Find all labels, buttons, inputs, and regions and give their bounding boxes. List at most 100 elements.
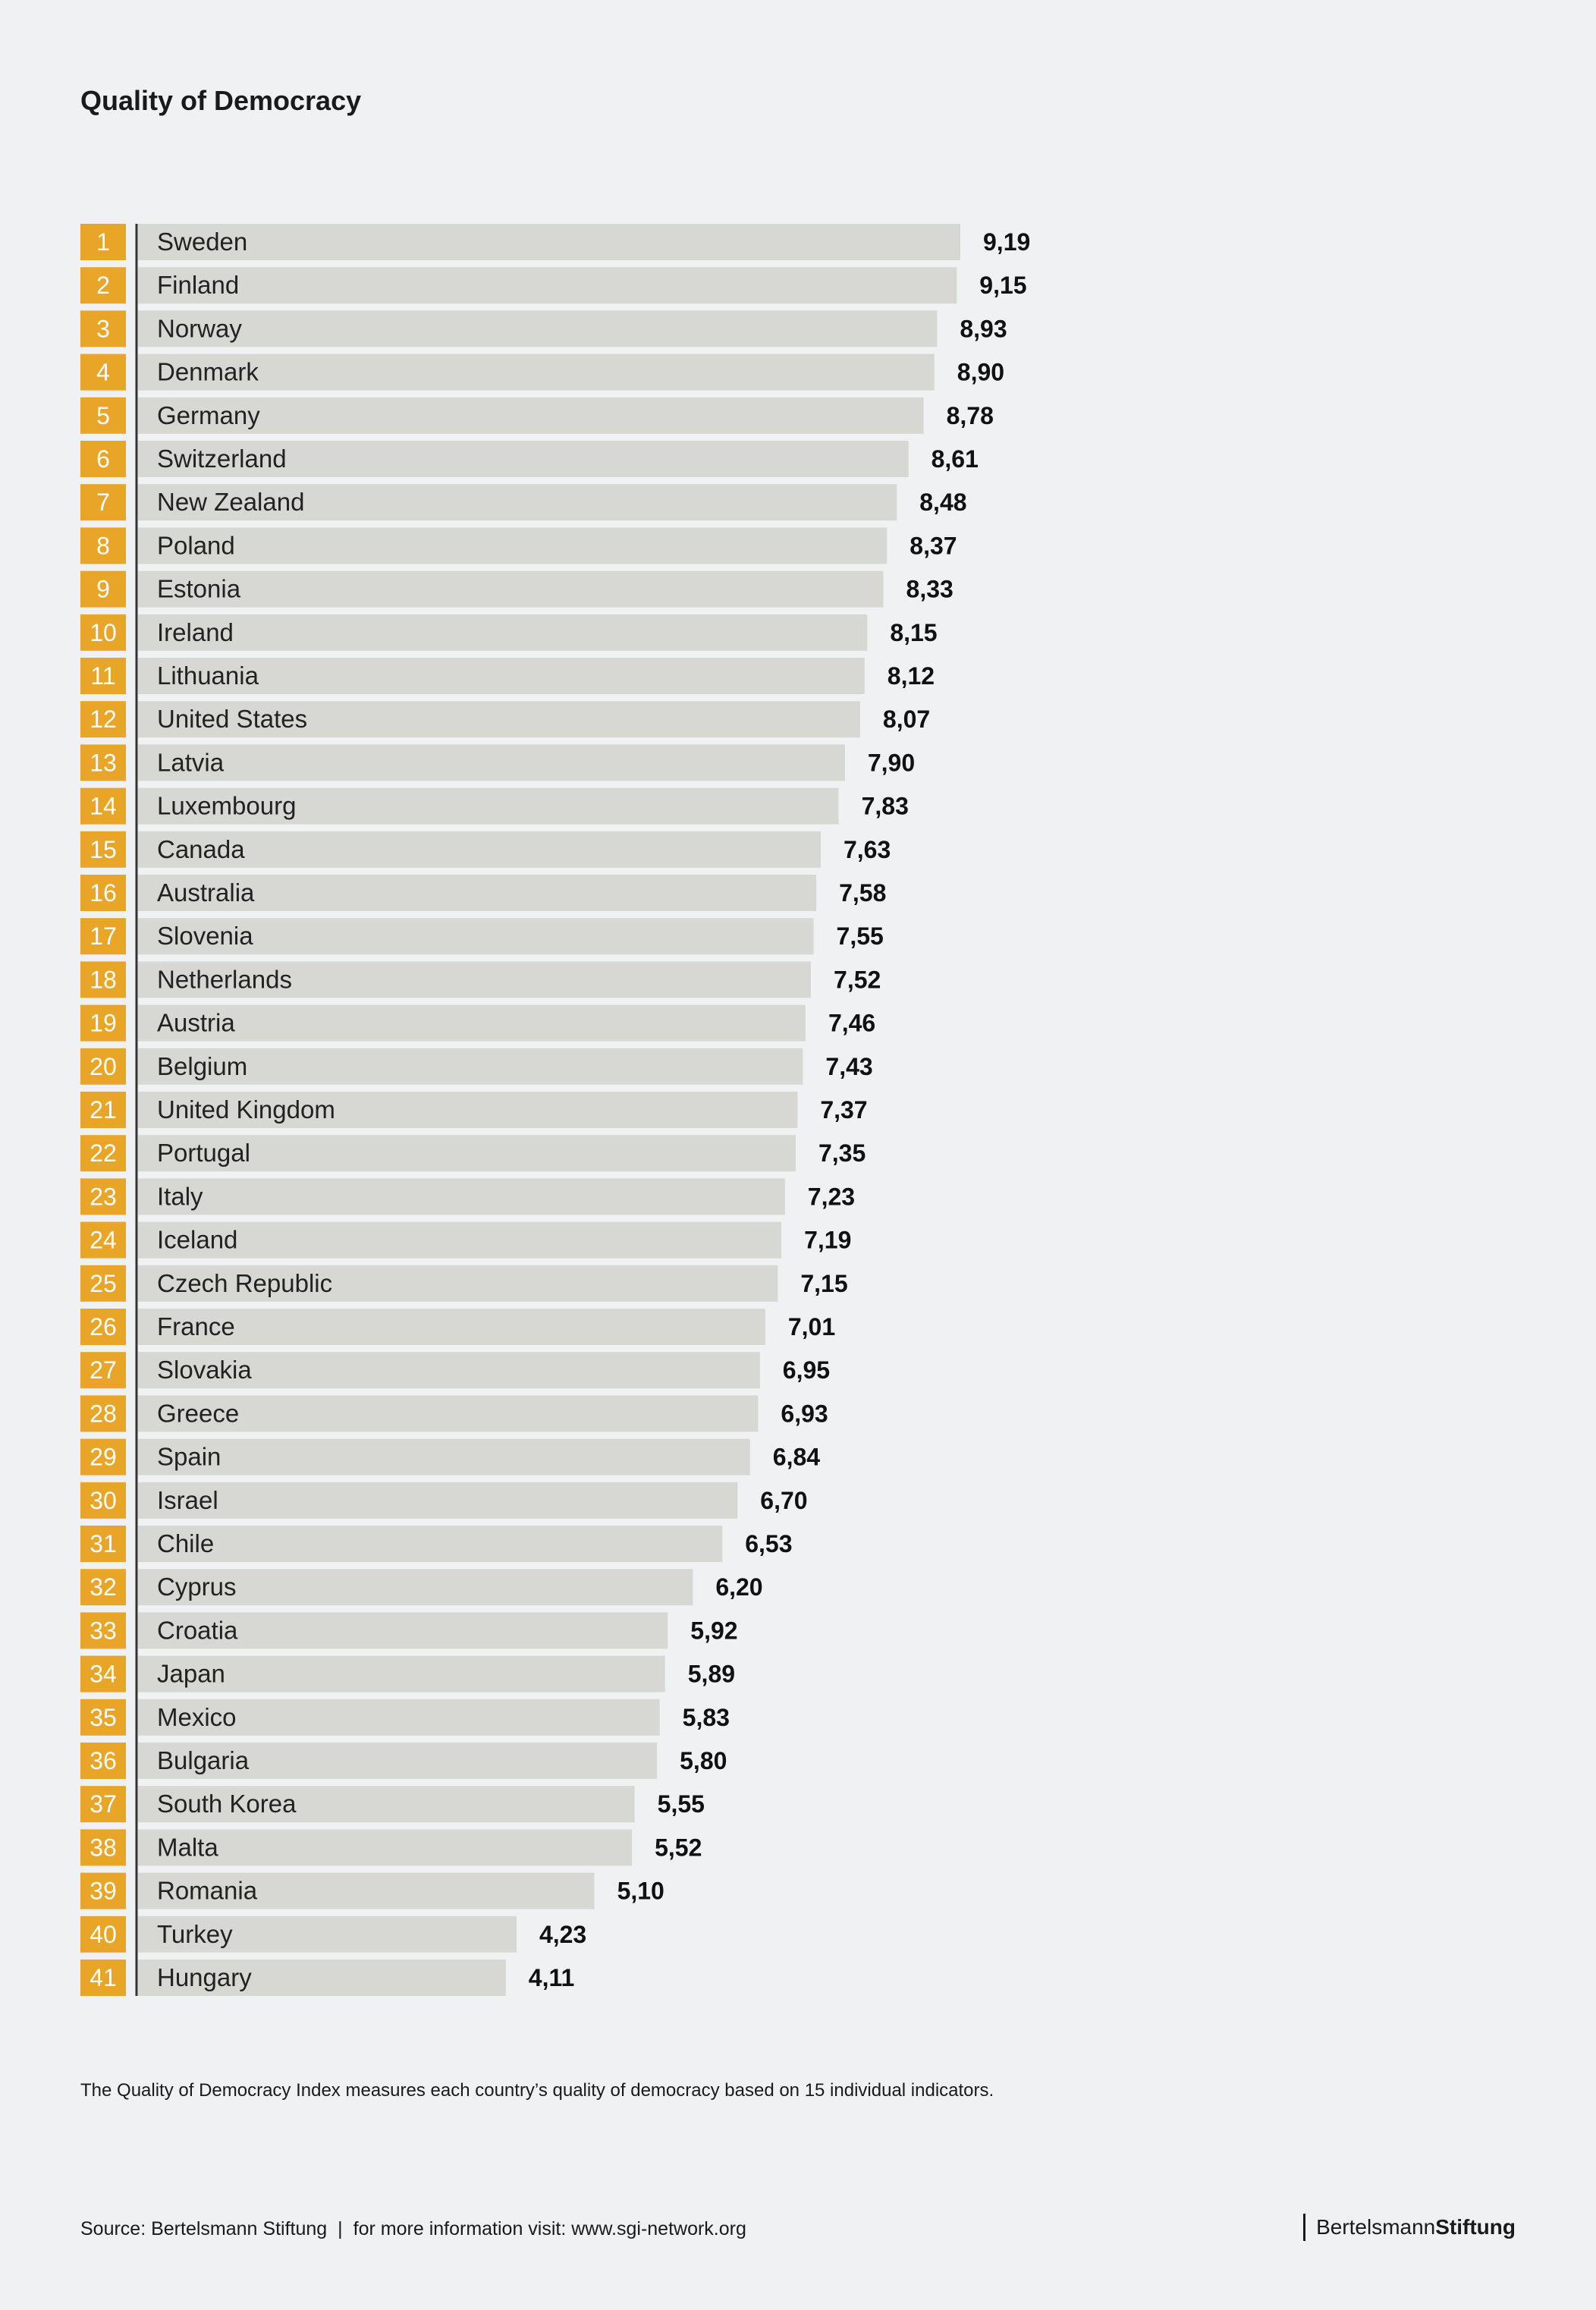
bar — [138, 1916, 517, 1953]
value-label: 6,20 — [715, 1573, 762, 1601]
bar — [138, 1743, 658, 1779]
value-label: 8,12 — [888, 662, 935, 690]
bar — [138, 658, 865, 694]
country-label: New Zealand — [157, 488, 304, 516]
rank-badge — [80, 1699, 126, 1736]
value-label: 5,83 — [683, 1704, 730, 1731]
bar — [138, 1960, 506, 1996]
bar — [138, 614, 868, 651]
rank-badge — [80, 1482, 126, 1519]
value-label: 5,80 — [680, 1747, 727, 1774]
bar — [138, 1786, 635, 1823]
rank-badge — [80, 1786, 126, 1823]
country-label: Greece — [157, 1399, 239, 1427]
country-label: Chile — [157, 1529, 214, 1557]
bar — [138, 701, 860, 738]
value-label: 5,10 — [617, 1878, 664, 1905]
bar — [138, 1612, 668, 1649]
rank-number: 34 — [90, 1661, 117, 1688]
value-label: 7,46 — [828, 1010, 875, 1037]
country-label: Estonia — [157, 575, 241, 603]
rank-badge — [80, 831, 126, 868]
rank-badge — [80, 1178, 126, 1215]
bar — [138, 224, 960, 260]
rank-badge — [80, 1960, 126, 1996]
value-label: 5,89 — [688, 1661, 735, 1688]
value-label: 7,15 — [800, 1270, 847, 1297]
bar — [138, 1829, 633, 1866]
rank-number: 13 — [90, 749, 117, 776]
bar — [138, 1569, 693, 1606]
rank-badge — [80, 354, 126, 391]
bar — [138, 267, 957, 304]
rank-number: 2 — [96, 272, 110, 299]
rank-badge — [80, 310, 126, 347]
rank-badge — [80, 787, 126, 825]
brand-logo: BertelsmannStiftung — [1303, 2214, 1516, 2241]
value-label: 7,83 — [862, 793, 909, 820]
rank-badge — [80, 1395, 126, 1432]
country-label: United Kingdom — [157, 1095, 335, 1124]
chart-title: Quality of Democracy — [80, 85, 362, 116]
rank-number: 25 — [90, 1270, 117, 1297]
rank-badge — [80, 1135, 126, 1172]
value-label: 5,92 — [690, 1617, 737, 1644]
value-label: 9,15 — [979, 272, 1026, 299]
country-label: Croatia — [157, 1616, 238, 1644]
bar — [138, 570, 884, 608]
rank-badge — [80, 1829, 126, 1866]
country-label: Belgium — [157, 1052, 247, 1080]
rank-badge — [80, 744, 126, 781]
country-label: Poland — [157, 531, 235, 559]
country-label: Slovakia — [157, 1356, 252, 1384]
bar — [138, 310, 938, 347]
country-label: Australia — [157, 878, 255, 907]
country-label: Czech Republic — [157, 1269, 332, 1297]
rank-number: 28 — [90, 1400, 117, 1427]
rank-badge — [80, 527, 126, 564]
more-info-link[interactable]: for more information visit: www.sgi-netw… — [353, 2218, 746, 2239]
value-label: 6,84 — [773, 1444, 820, 1471]
rank-badge — [80, 875, 126, 911]
bar — [138, 1482, 738, 1519]
value-label: 7,90 — [868, 749, 915, 776]
country-label: Japan — [157, 1660, 225, 1688]
value-label: 6,70 — [760, 1487, 807, 1514]
country-label: Iceland — [157, 1226, 237, 1254]
bar — [138, 441, 909, 477]
rank-number: 1 — [96, 228, 110, 256]
country-label: France — [157, 1312, 235, 1340]
source-text: Source: Bertelsmann Stiftung — [80, 2218, 328, 2239]
rank-badge — [80, 918, 126, 955]
value-label: 5,55 — [658, 1790, 705, 1818]
rank-badge — [80, 1916, 126, 1953]
rank-badge — [80, 397, 126, 434]
rank-number: 15 — [90, 836, 117, 863]
bar — [138, 1135, 796, 1172]
rank-badge — [80, 224, 126, 260]
bar — [138, 484, 897, 521]
rank-badge — [80, 1743, 126, 1779]
value-label: 6,93 — [781, 1400, 828, 1427]
rank-number: 10 — [90, 619, 117, 646]
rank-badge — [80, 1092, 126, 1128]
rank-badge — [80, 1612, 126, 1649]
value-label: 7,19 — [804, 1227, 851, 1254]
bar — [138, 354, 935, 391]
rank-badge — [80, 1265, 126, 1302]
country-label: Lithuania — [157, 662, 259, 690]
country-label: Ireland — [157, 618, 234, 646]
country-label: South Korea — [157, 1790, 297, 1818]
rank-number: 18 — [90, 966, 117, 993]
country-label: Netherlands — [157, 965, 292, 993]
bar — [138, 831, 821, 868]
bar — [138, 1221, 782, 1259]
rank-badge — [80, 484, 126, 521]
country-label: Luxembourg — [157, 792, 296, 820]
rank-number: 30 — [90, 1487, 117, 1514]
country-label: Austria — [157, 1009, 235, 1037]
bar — [138, 1655, 665, 1692]
footer: Source: Bertelsmann Stiftung | for more in… — [80, 2218, 746, 2240]
rank-number: 11 — [90, 662, 115, 690]
country-label: Italy — [157, 1182, 203, 1210]
